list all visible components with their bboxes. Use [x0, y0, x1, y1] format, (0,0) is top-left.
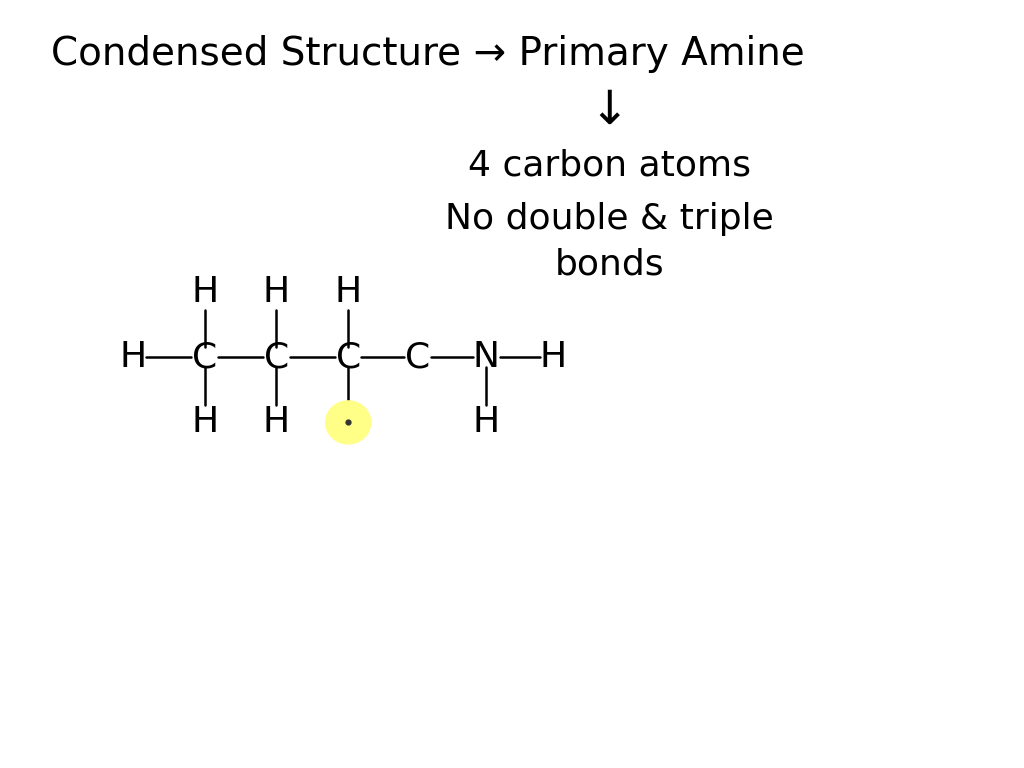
- Text: C: C: [336, 340, 360, 374]
- Text: N: N: [473, 340, 500, 374]
- Text: C: C: [264, 340, 289, 374]
- Text: H: H: [263, 275, 290, 309]
- Text: C: C: [193, 340, 217, 374]
- Text: H: H: [191, 406, 218, 439]
- Text: H: H: [263, 406, 290, 439]
- Text: bonds: bonds: [554, 248, 665, 282]
- Text: Condensed Structure → Primary Amine: Condensed Structure → Primary Amine: [51, 35, 805, 73]
- Text: H: H: [473, 406, 500, 439]
- Text: H: H: [120, 340, 146, 374]
- Text: H: H: [540, 340, 566, 374]
- Ellipse shape: [326, 401, 371, 444]
- Text: ↓: ↓: [590, 89, 629, 134]
- Text: C: C: [406, 340, 430, 374]
- Text: 4 carbon atoms: 4 carbon atoms: [468, 148, 751, 182]
- Text: No double & triple: No double & triple: [444, 202, 774, 236]
- Text: H: H: [335, 275, 361, 309]
- Text: H: H: [191, 275, 218, 309]
